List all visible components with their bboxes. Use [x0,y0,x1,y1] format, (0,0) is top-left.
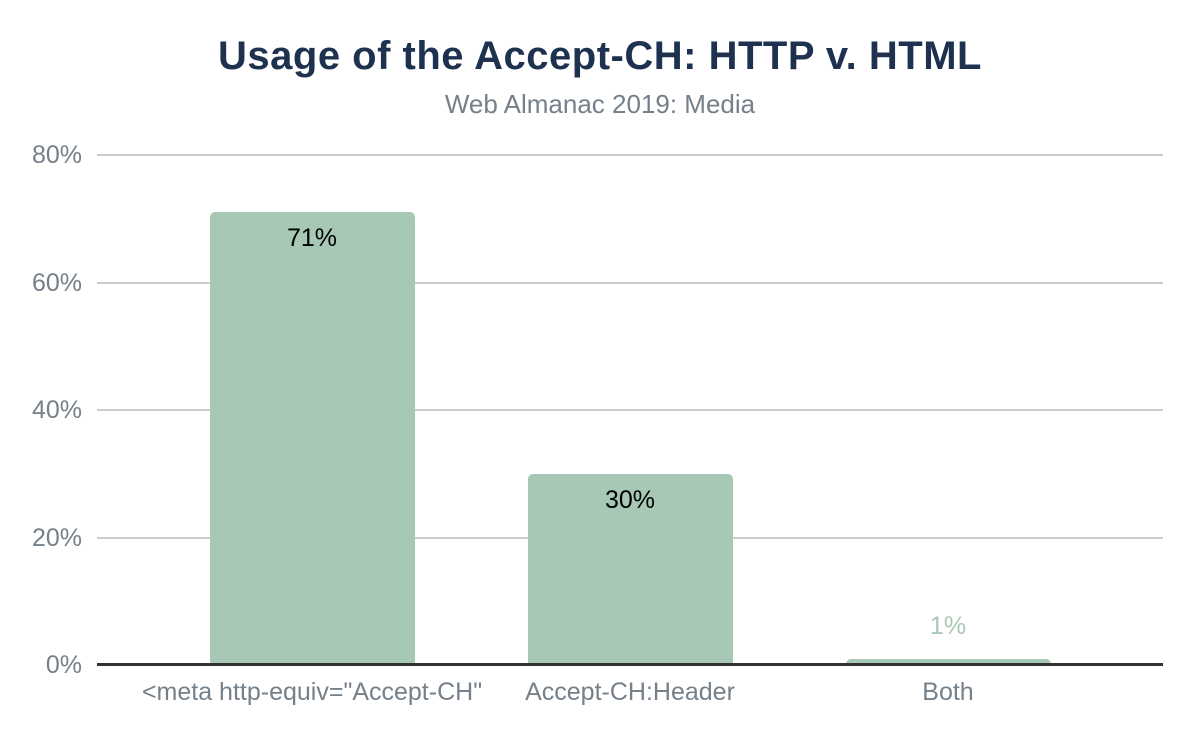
y-tick-label: 0% [45,651,82,679]
bar-2: 30% [527,473,733,665]
bar-value-label: 30% [604,485,656,514]
x-category-label: Both [922,678,974,706]
y-tick-label: 60% [31,268,82,297]
x-category-label: Accept-CH:Header [525,678,735,706]
chart-title: Usage of the Accept-CH: HTTP v. HTML [218,34,982,78]
bar-3: 1% [845,612,1051,665]
gridline [97,281,1163,284]
plot-area: 0% 20% 40% 60% 80% 71% <meta http-equiv="Accep… [32,141,1163,706]
bar-value-label: 1% [929,611,967,640]
chart-subtitle: Web Almanac 2019: Media [444,89,756,119]
x-axis-line [97,663,1163,666]
bar-value-label: 71% [286,224,338,253]
x-category-label: <meta http-equiv="Accept-CH" [141,678,483,706]
bar-1: 71% [209,212,415,665]
y-tick-label: 80% [31,141,82,169]
gridline [97,154,1163,156]
gridline [97,409,1163,411]
y-tick-label: 20% [31,523,82,552]
y-tick-label: 40% [31,396,82,424]
